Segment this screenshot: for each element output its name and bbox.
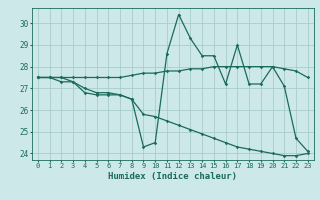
X-axis label: Humidex (Indice chaleur): Humidex (Indice chaleur) <box>108 172 237 181</box>
